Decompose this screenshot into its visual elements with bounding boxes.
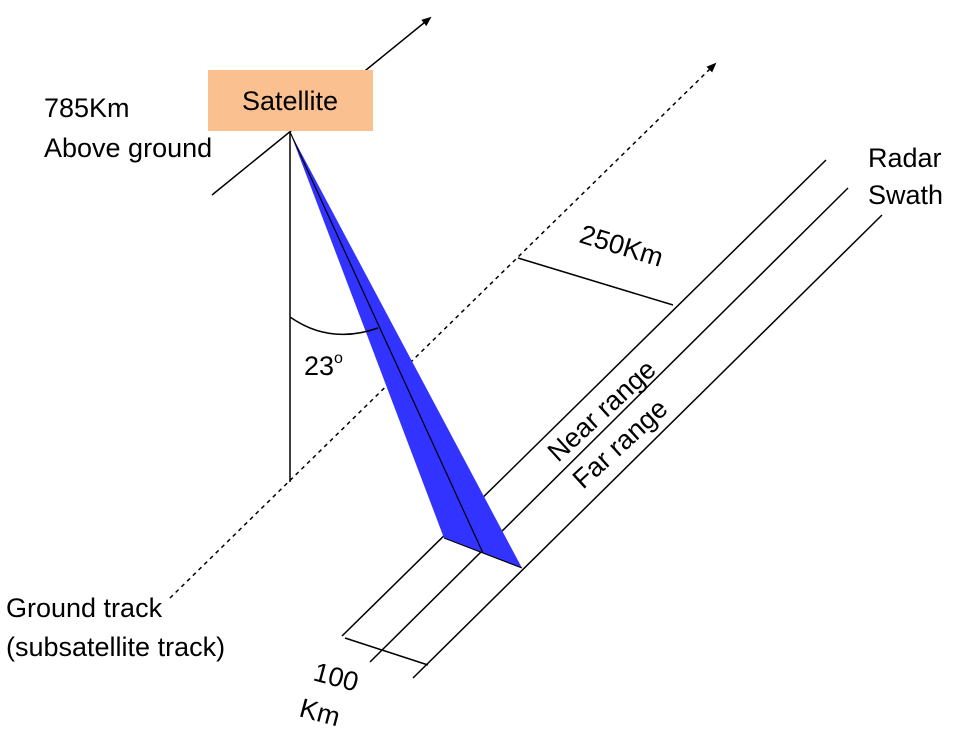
ground-track-sublabel: (subsatellite track) (6, 632, 225, 662)
altitude-value: 785Km (44, 93, 130, 123)
ground-track-line (169, 62, 717, 599)
beam-center-line (289, 131, 484, 554)
radar-swath-label-line2: Swath (868, 180, 943, 210)
satellite-label: Satellite (242, 86, 338, 116)
offset-measure-line (517, 257, 674, 306)
swath-width-value: 100 (310, 657, 361, 698)
swath-center-line (369, 187, 849, 663)
radar-swath-label-line1: Radar (868, 143, 942, 173)
swath-edge-far (412, 214, 883, 679)
angle-value: 23 (304, 351, 334, 381)
angle-arc (289, 316, 379, 336)
ground-track-label: Ground track (6, 593, 163, 623)
angle-unit: o (334, 350, 343, 367)
swath-width-unit: Km (296, 693, 343, 732)
swath-offset-label: 250Km (576, 219, 667, 273)
altitude-caption: Above ground (44, 133, 212, 163)
angle-label: 23o (304, 350, 343, 381)
radar-beam (290, 132, 522, 568)
width-measure-line (344, 637, 429, 666)
beam-footprint-line (443, 537, 523, 569)
swath-edge-near (341, 159, 827, 637)
satellite-box (208, 70, 373, 131)
